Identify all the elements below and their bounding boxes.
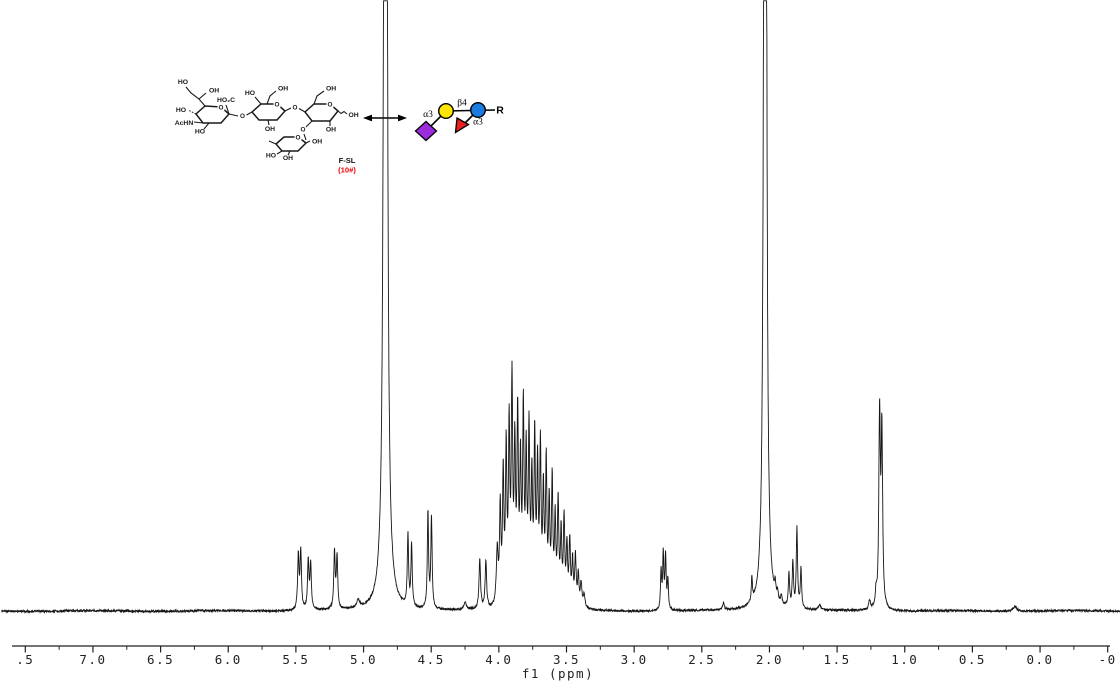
- molecule-structure: O OH HO HO₂C HO AcHN HO O O HO OH OH O: [175, 79, 359, 175]
- gal-ring-oxygen: O: [275, 101, 280, 108]
- label-glc-oh-bottom: OH: [326, 127, 336, 134]
- compound-code: (10#): [338, 166, 356, 175]
- axis-tick-label: 1.5: [824, 652, 851, 667]
- axis-tick-label: 2.5: [688, 652, 715, 667]
- linkage-fuc-glc: α3: [473, 118, 483, 128]
- glycan-cartoon: α3 β4 α3 R: [414, 99, 504, 142]
- label-glc-oh-top: OH: [326, 86, 336, 93]
- label-neu-ho-left: HO: [176, 107, 186, 114]
- label-neu-oh-c8: OH: [209, 88, 219, 95]
- label-gal-oh-bottom: OH: [265, 126, 275, 133]
- label-neu-ho-bottom: HO: [195, 129, 205, 136]
- axis-tick-label: 1.0: [891, 652, 918, 667]
- x-axis-title: f1 (ppm): [522, 666, 594, 681]
- x-axis: .5 7.0 6.5 6.0 5.5 5.0 4.5 4.0 3.5 3.0 2.5 2.0 1.5 1.…: [12, 645, 1117, 681]
- axis-tick-label: 4.0: [485, 652, 512, 667]
- link-oxygen-1: O: [240, 113, 245, 120]
- linkage-neu-gal: α3: [423, 110, 433, 120]
- label-fuc-oh-bottom: OH: [283, 155, 293, 162]
- arrowhead-left-icon: [363, 114, 372, 122]
- label-gal-oh-top: OH: [278, 86, 288, 93]
- neu5ac-ring-oxygen: O: [219, 104, 224, 111]
- gal-circle-icon: [438, 102, 455, 119]
- label-neu-ho-top: HO: [178, 79, 188, 86]
- link-oxygen-2: O: [293, 105, 298, 112]
- label-fuc-oh-right: OH: [312, 139, 322, 146]
- axis-tick-label: 0.0: [1027, 652, 1054, 667]
- axis-tick-label: 5.0: [350, 652, 377, 667]
- compound-name: F-SL: [339, 156, 356, 165]
- axis-tick-label: 6.5: [147, 652, 174, 667]
- nmr-trace: [1, 0, 1120, 614]
- axis-tick-label: 3.5: [553, 652, 580, 667]
- axis-tick-label: 5.5: [282, 652, 309, 667]
- ring-o-mask: [217, 103, 225, 111]
- linkage-gal-glc: β4: [457, 99, 467, 109]
- label-neu-achn: AcHN: [175, 120, 194, 127]
- axis-tick-label: 6.0: [215, 652, 242, 667]
- label-fuc-ho-bottom: HO: [266, 153, 276, 160]
- fuc-ring-oxygen: O: [296, 134, 301, 141]
- label-neu-co2h: HO₂C: [217, 97, 235, 104]
- axis-tick-label: -0: [1099, 652, 1117, 667]
- axis-tick-label: 4.5: [418, 652, 445, 667]
- arrowhead-right-icon: [398, 114, 407, 122]
- axis-tick-label: 3.0: [621, 652, 648, 667]
- equivalence-arrow: [363, 114, 407, 122]
- axis-tick-label: .5: [16, 652, 34, 667]
- axis-tick-label: 0.5: [959, 652, 986, 667]
- fuc-triangle-icon: [454, 116, 470, 134]
- label-gal-ho: HO: [245, 90, 255, 97]
- link-oxygen-3: O: [301, 127, 306, 134]
- axis-tick-label: 2.0: [756, 652, 783, 667]
- glc-circle-icon: [470, 101, 487, 118]
- reducing-end-label: R: [496, 105, 504, 117]
- neu5ac-diamond-icon: [414, 120, 438, 142]
- axis-tick-label: 7.0: [79, 652, 106, 667]
- label-glc-oh-anomeric: OH: [349, 112, 359, 119]
- glc-ring-oxygen: O: [328, 101, 333, 108]
